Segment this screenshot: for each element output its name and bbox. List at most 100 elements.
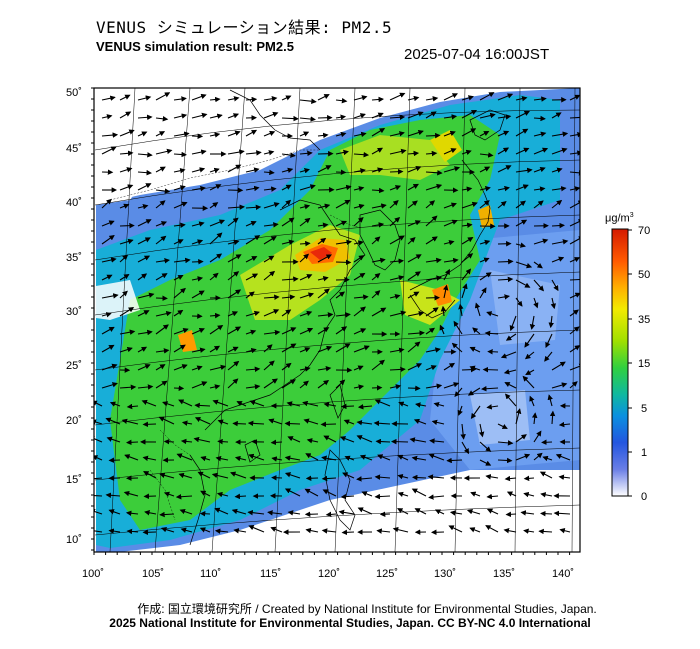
wind-arrow (443, 93, 458, 101)
wind-arrow (335, 239, 352, 246)
wind-arrow (479, 272, 492, 281)
wind-arrow (94, 530, 103, 533)
wind-arrow (305, 453, 319, 461)
colorbar-label: 5 (641, 403, 647, 415)
wind-arrow (407, 183, 419, 191)
wind-arrow (497, 294, 510, 300)
wind-arrow (461, 109, 478, 119)
wind-arrow (173, 201, 188, 209)
wind-arrow (317, 312, 334, 318)
wind-arrow (439, 324, 445, 335)
wind-arrow (137, 384, 154, 390)
wind-arrow (227, 113, 240, 119)
wind-arrow (191, 149, 207, 155)
wind-arrow (227, 326, 242, 335)
wind-arrow (407, 341, 421, 353)
wind-arrow (484, 330, 499, 337)
pm25-elevated-region (110, 115, 500, 530)
wind-arrow (119, 129, 135, 137)
wind-arrow (479, 166, 491, 173)
wind-arrow (126, 439, 139, 446)
wind-arrow (302, 400, 319, 407)
wind-arrow (389, 168, 404, 175)
wind-arrow (504, 475, 517, 482)
wind-arrow (443, 202, 457, 209)
wind-arrow (245, 167, 260, 173)
wind-arrow (497, 130, 510, 137)
wind-arrow (470, 405, 481, 420)
wind-arrow (551, 185, 567, 192)
wind-arrow (524, 333, 535, 348)
wind-arrow (551, 382, 568, 389)
wind-arrow (281, 276, 299, 282)
wind-arrow (155, 310, 172, 317)
wind-arrow (263, 186, 277, 192)
wind-arrow (443, 166, 461, 173)
wind-arrow (397, 491, 409, 498)
wind-arrow (533, 261, 543, 269)
wind-arrow (321, 528, 337, 534)
wind-arrow (126, 403, 139, 410)
wind-arrow (371, 147, 384, 155)
wind-arrow (209, 219, 226, 227)
wind-arrow (263, 150, 275, 156)
wind-arrow (547, 394, 553, 407)
wind-arrow (155, 364, 166, 371)
wind-arrow (191, 239, 204, 245)
wind-arrow (155, 221, 168, 227)
wind-arrow (425, 200, 436, 209)
wind-arrow (160, 526, 175, 533)
wind-arrow (191, 276, 204, 282)
wind-arrow (407, 200, 418, 209)
wind-arrow (245, 329, 257, 335)
pm25-hotspot (310, 247, 332, 260)
wind-arrow (425, 215, 438, 227)
wind-arrow (533, 430, 542, 443)
wind-arrow (389, 185, 402, 191)
wind-arrow (353, 95, 368, 101)
longitude-labels: 100˚ 105˚ 110˚ 115˚ 120˚ 125˚ 130˚ 135˚ … (82, 568, 574, 580)
wind-arrow (245, 366, 261, 373)
wind-arrow (524, 351, 535, 360)
wind-arrow (487, 348, 499, 355)
wind-arrow (119, 254, 129, 263)
lon-label: 105˚ (142, 568, 164, 580)
wind-arrow (544, 351, 553, 362)
wind-arrow (109, 401, 121, 407)
lat-label: 35˚ (66, 252, 82, 264)
wind-arrow (143, 471, 157, 479)
wind-arrow (374, 399, 391, 407)
wind-arrow (551, 222, 565, 229)
wind-arrow (389, 200, 399, 209)
wind-arrow (173, 222, 186, 228)
wind-arrow (415, 402, 427, 408)
wind-arrow (425, 111, 437, 119)
wind-arrow (446, 457, 463, 464)
wind-arrow (407, 363, 423, 371)
wind-arrow (317, 288, 330, 299)
wind-arrow (137, 364, 151, 371)
wind-arrow (457, 405, 463, 416)
wind-arrow (163, 491, 175, 497)
wind-arrow (558, 474, 571, 480)
wind-arrow (497, 93, 514, 101)
wind-arrow (569, 200, 580, 209)
wind-arrow (108, 528, 121, 534)
wind-arrow (101, 344, 115, 353)
wind-arrow (299, 150, 313, 157)
wind-arrow (407, 330, 425, 336)
wind-arrow (533, 166, 546, 173)
wind-arrow (335, 291, 345, 299)
wind-arrow (105, 417, 121, 425)
wind-arrow (227, 217, 239, 227)
wind-arrow (389, 310, 407, 317)
wind-arrow (211, 472, 229, 479)
wind-arrow (155, 116, 169, 122)
wind-arrow (533, 96, 547, 102)
wind-arrow (497, 440, 514, 446)
wind-arrow (353, 306, 366, 317)
wind-arrow (101, 257, 117, 263)
wind-arrow (458, 303, 464, 317)
wind-arrow (443, 148, 457, 155)
wind-arrow (497, 423, 508, 429)
